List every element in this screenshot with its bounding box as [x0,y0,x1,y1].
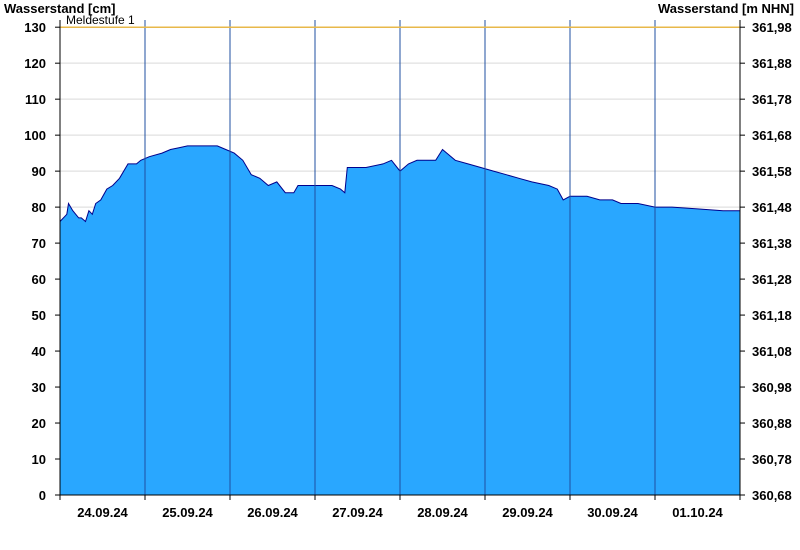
x-tick-label: 28.09.24 [417,505,468,520]
right-tick-label: 360,88 [752,416,792,431]
right-tick-label: 361,08 [752,344,792,359]
right-tick-label: 361,48 [752,200,792,215]
left-tick-label: 80 [32,200,46,215]
left-tick-label: 10 [32,452,46,467]
left-tick-label: 60 [32,272,46,287]
x-tick-label: 26.09.24 [247,505,298,520]
x-tick-label: 30.09.24 [587,505,638,520]
water-level-line [59,145,740,223]
right-tick-label: 361,78 [752,92,792,107]
left-tick-label: 20 [32,416,46,431]
right-tick-label: 361,18 [752,308,792,323]
right-tick-labels: 360,68 360,78 360,88 360,98 361,08 361,18 361,… [752,20,792,503]
right-tick-label: 361,58 [752,164,792,179]
left-tick-label: 130 [24,20,46,35]
left-axis-title: Wasserstand [cm] [4,1,116,16]
x-tick-labels: 24.09.24 25.09.24 26.09.24 27.09.24 28.09.24… [77,505,723,520]
left-tick-label: 30 [32,380,46,395]
right-tick-label: 361,88 [752,56,792,71]
day-separators [144,20,656,495]
x-tick-label: 01.10.24 [672,505,723,520]
left-tick-label: 100 [24,128,46,143]
x-tick-label: 27.09.24 [332,505,383,520]
axes [55,20,745,500]
right-tick-label: 361,68 [752,128,792,143]
left-tick-label: 120 [24,56,46,71]
x-tick-label: 25.09.24 [162,505,213,520]
right-tick-label: 360,98 [752,380,792,395]
right-tick-label: 361,38 [752,236,792,251]
threshold-label: Meldestufe 1 [66,13,135,27]
right-tick-label: 361,28 [752,272,792,287]
right-axis-title: Wasserstand [m NHN] [658,1,794,16]
left-tick-label: 70 [32,236,46,251]
threshold-group: Meldestufe 1 [60,13,740,28]
left-tick-label: 0 [39,488,46,503]
left-tick-label: 110 [25,92,46,107]
right-tick-label: 361,98 [752,20,792,35]
left-tick-labels: 0 10 20 30 40 50 60 70 80 90 100 110 120 130 [24,20,46,503]
x-tick-label: 24.09.24 [77,505,128,520]
left-tick-label: 90 [32,164,46,179]
left-tick-label: 50 [32,308,46,323]
left-tick-label: 40 [32,344,46,359]
right-tick-label: 360,68 [752,488,792,503]
right-tick-label: 360,78 [752,452,792,467]
x-tick-label: 29.09.24 [502,505,553,520]
